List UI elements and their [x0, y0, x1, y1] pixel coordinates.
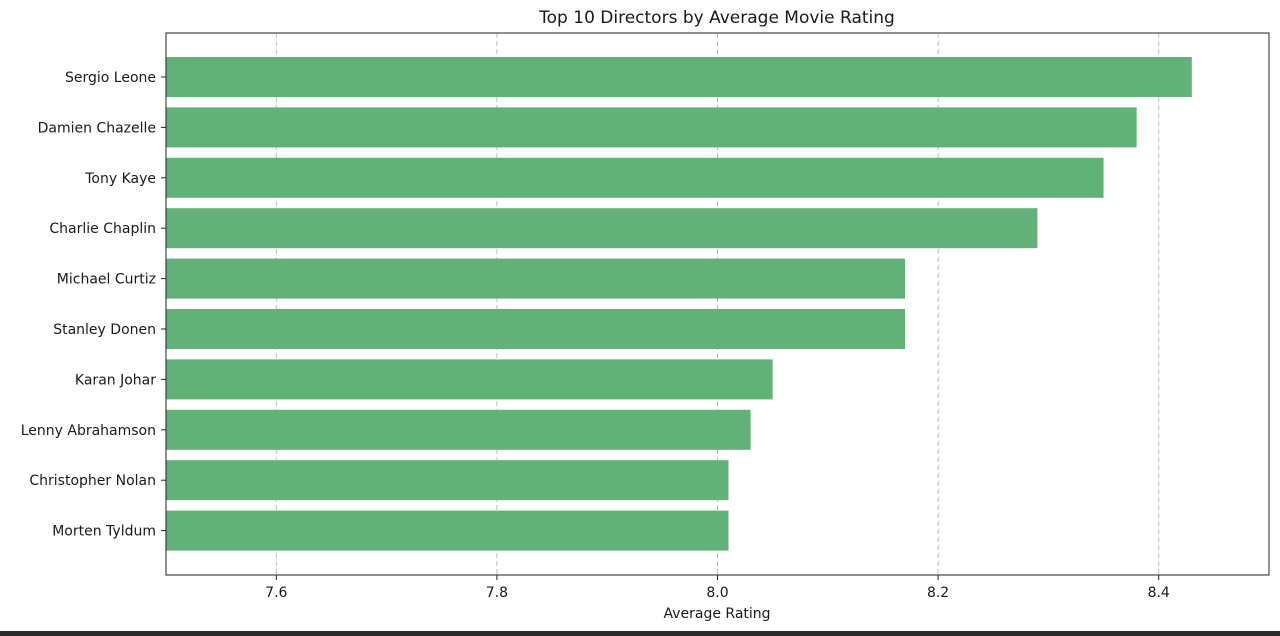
window-bottom-edge	[0, 631, 1280, 636]
bar	[166, 359, 773, 400]
y-tick-label: Christopher Nolan	[29, 473, 156, 489]
bar	[166, 309, 906, 349]
y-tick-label: Karan Johar	[75, 372, 156, 388]
y-tick-label: Morten Tyldum	[52, 524, 156, 540]
y-tick-label: Tony Kaye	[84, 171, 156, 187]
x-axis-label: Average Rating	[663, 606, 770, 622]
bar	[166, 258, 906, 299]
bar	[166, 409, 751, 450]
bar	[166, 460, 729, 501]
y-axis-ticks: Sergio Leone Damien Chazelle Tony Kaye Char…	[21, 70, 166, 540]
bar	[166, 157, 1104, 198]
x-tick-label: 8.4	[1148, 585, 1170, 601]
bar	[166, 107, 1137, 148]
y-tick-label: Sergio Leone	[65, 70, 156, 86]
x-axis-ticks: 7.6 7.8 8.0 8.2 8.4	[265, 575, 1170, 601]
x-tick-label: 7.8	[486, 585, 508, 601]
y-tick-label: Damien Chazelle	[38, 120, 156, 136]
x-tick-label: 8.0	[706, 585, 728, 601]
y-tick-label: Charlie Chaplin	[49, 221, 156, 237]
y-tick-label: Stanley Donen	[53, 322, 156, 338]
bar	[166, 510, 729, 551]
bar	[166, 57, 1192, 97]
bars	[166, 57, 1192, 551]
x-tick-label: 7.6	[265, 585, 287, 601]
chart-title: Top 10 Directors by Average Movie Rating	[538, 8, 895, 28]
y-tick-label: Michael Curtiz	[57, 272, 156, 288]
bar	[166, 208, 1038, 249]
y-tick-label: Lenny Abrahamson	[21, 423, 156, 439]
x-tick-label: 8.2	[927, 585, 949, 601]
